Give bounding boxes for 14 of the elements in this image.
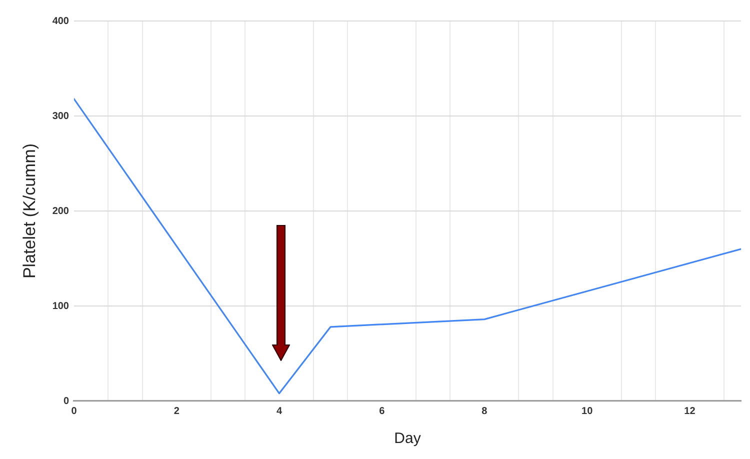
y-axis-title: Platelet (K/cumm) bbox=[20, 143, 39, 279]
y-tick-label: 400 bbox=[52, 16, 70, 27]
x-tick-label: 8 bbox=[482, 406, 488, 417]
x-tick-label: 12 bbox=[684, 406, 696, 417]
x-tick-label: 0 bbox=[71, 406, 78, 417]
x-tick-label: 4 bbox=[276, 406, 282, 417]
x-tick-label: 10 bbox=[582, 406, 594, 417]
y-tick-label: 0 bbox=[63, 396, 70, 407]
x-axis-title: Day bbox=[394, 430, 422, 448]
y-tick-label: 200 bbox=[52, 206, 70, 217]
y-tick-label: 300 bbox=[52, 110, 70, 122]
x-tick-label: 6 bbox=[379, 406, 386, 417]
y-tick-label: 100 bbox=[52, 300, 70, 312]
x-tick-label: 2 bbox=[174, 406, 180, 417]
